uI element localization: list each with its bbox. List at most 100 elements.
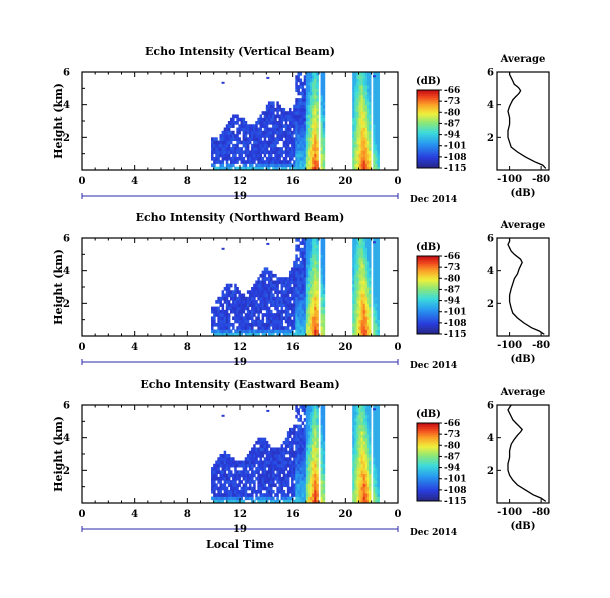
heatmap-cell [358,499,362,504]
heatmap-cell [288,473,292,478]
heatmap-cell [248,496,252,501]
heatmap-cell [362,322,366,327]
heatmap-cell [307,434,311,439]
heatmap-cell [356,489,359,494]
heatmap-cell [316,489,319,494]
heatmap-cell [286,483,290,488]
heatmap-cell [297,290,300,294]
heatmap-cell [303,427,307,432]
colorbar-segment [417,428,439,432]
heatmap-cell [248,166,252,171]
heatmap-cell [246,150,250,155]
heatmap-cell [307,273,311,278]
heatmap-cell [265,140,269,145]
heatmap-cell [303,277,307,281]
heatmap-cell [377,137,380,141]
heatmap-cell [270,147,273,151]
heatmap-cell [352,251,355,255]
heatmap-cell [316,303,319,307]
heatmap-cell [246,454,250,458]
heatmap-cell [255,309,258,314]
heatmap-cell [291,483,294,488]
heatmap-cell [360,316,364,321]
heatmap-cell [320,431,324,435]
heatmap-cell [303,424,307,429]
heatmap-cell [301,489,305,494]
heatmap-cell [377,273,380,278]
heatmap-cell [375,290,378,294]
heatmap-cell [261,326,265,330]
heatmap-cell [360,85,364,89]
heatmap-cell [299,405,303,409]
heatmap-cell [316,463,319,468]
heatmap-cell [240,316,244,321]
heatmap-cell [242,130,246,135]
heatmap-cell [221,296,225,301]
heatmap-cell [305,101,309,106]
heatmap-cell [377,153,380,158]
heatmap-cell [360,460,364,465]
heatmap-cell [322,326,326,330]
heatmap-cell [229,147,233,151]
heatmap-cell [377,254,380,258]
heatmap-cell [310,405,313,409]
heatmap-cell [261,283,265,288]
colorbar-segment [417,275,439,278]
heatmap-cell [219,143,222,148]
heatmap-cell [286,306,290,311]
heatmap-cell [267,457,271,461]
heatmap-cell [322,107,326,112]
heatmap-cell [217,496,220,501]
heatmap-cell [314,309,317,314]
heatmap-cell [227,134,231,138]
heatmap-cell [377,306,380,311]
heatmap-cell [257,440,260,445]
heatmap-cell [272,450,275,455]
x-axis-label: Local Time [206,538,274,551]
heatmap-cell [314,117,317,122]
heatmap-cell [257,437,260,442]
heatmap-cell [288,467,292,471]
heatmap-cell [364,166,368,171]
heatmap-cell [356,329,359,334]
heatmap-cell [305,137,309,141]
heatmap-cell [305,283,309,288]
heatmap-cell [267,150,271,155]
heatmap-cell [255,293,258,298]
heatmap-cell [263,287,267,291]
heatmap-cell [227,460,231,465]
heatmap-cell [259,440,262,445]
heatmap-cell [320,447,324,452]
heatmap-cell [358,91,362,96]
heatmap-cell [295,499,298,504]
heatmap-cell [255,489,258,494]
heatmap-cell [257,454,260,458]
heatmap-cell [227,332,231,337]
heatmap-cell [316,434,319,439]
heatmap-cell [314,499,317,504]
heatmap-cell [316,290,319,294]
colorbar-segment [417,479,439,482]
heatmap-cell [272,489,275,494]
heatmap-cell [356,431,359,435]
heatmap-cell [305,280,309,285]
colorbar-segment [417,111,439,114]
heatmap-cell [362,467,366,471]
heatmap-cell [236,476,239,481]
heatmap-cell [320,251,324,255]
heatmap-cell [284,124,288,128]
heatmap-cell [219,319,222,324]
heatmap-cell [312,241,315,245]
heatmap-cell [354,121,357,125]
heatmap-cell [219,166,222,171]
heatmap-cell [267,101,271,106]
heatmap-cell [375,444,378,448]
heatmap-cell [299,450,303,455]
heatmap-cell [270,127,273,132]
heatmap-cell [356,440,359,445]
heatmap-cell [223,293,227,298]
heatmap-cell [251,153,254,158]
heatmap-cell [358,329,362,334]
heatmap-cell [278,296,281,301]
heatmap-cell [377,437,380,442]
